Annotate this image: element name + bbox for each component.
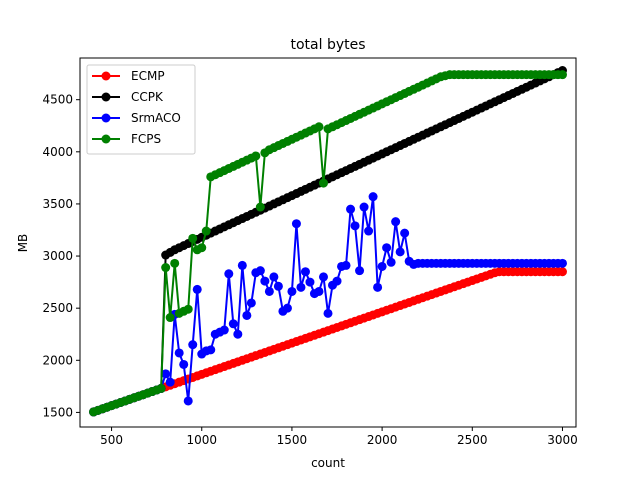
data-point-fcps xyxy=(197,243,207,253)
x-tick-label: 3000 xyxy=(547,433,578,447)
data-point-srmaco xyxy=(341,260,351,270)
chart-title: total bytes xyxy=(290,37,365,53)
data-point-fcps xyxy=(183,304,193,314)
data-point-fcps xyxy=(255,202,265,212)
y-tick-label: 1500 xyxy=(42,405,73,419)
data-point-srmaco xyxy=(179,359,189,369)
legend-marker-ccpk xyxy=(101,92,111,102)
data-point-srmaco xyxy=(174,348,184,358)
data-point-srmaco xyxy=(282,303,292,313)
y-axis: 1500 2000 2500 3000 3500 4000 4500 xyxy=(42,93,80,419)
data-point-srmaco xyxy=(377,261,387,271)
data-point-srmaco xyxy=(206,345,216,355)
data-point-srmaco xyxy=(364,226,374,236)
data-point-srmaco xyxy=(400,228,410,238)
data-point-srmaco xyxy=(368,192,378,202)
data-point-srmaco xyxy=(391,217,401,227)
data-point-fcps xyxy=(188,233,198,243)
data-point-srmaco xyxy=(291,219,301,229)
data-point-srmaco xyxy=(373,282,383,292)
x-tick-label: 1000 xyxy=(186,433,217,447)
data-point-fcps xyxy=(170,258,180,268)
data-point-fcps xyxy=(156,383,166,393)
data-point-srmaco xyxy=(382,243,392,253)
data-point-fcps xyxy=(314,122,324,132)
legend-marker-ecmp xyxy=(101,71,111,81)
data-point-srmaco xyxy=(242,310,252,320)
data-point-srmaco xyxy=(161,369,171,379)
data-point-srmaco xyxy=(314,286,324,296)
series-fcps xyxy=(89,70,567,417)
data-point-srmaco xyxy=(305,277,315,287)
data-point-srmaco xyxy=(237,260,247,270)
data-point-srmaco xyxy=(318,272,328,282)
data-point-srmaco xyxy=(323,308,333,318)
x-tick-label: 500 xyxy=(100,433,123,447)
data-point-srmaco xyxy=(300,267,310,277)
data-point-srmaco xyxy=(219,325,229,335)
data-point-srmaco xyxy=(260,276,270,286)
data-point-srmaco xyxy=(346,204,356,214)
data-point-srmaco xyxy=(355,266,365,276)
x-axis-label: count xyxy=(311,456,345,470)
data-point-srmaco xyxy=(188,340,198,350)
y-tick-label: 2500 xyxy=(42,301,73,315)
data-point-srmaco xyxy=(264,286,274,296)
data-point-srmaco xyxy=(332,276,342,286)
legend-marker-fcps xyxy=(101,134,111,144)
data-point-srmaco xyxy=(233,329,243,339)
data-point-fcps xyxy=(201,226,211,236)
data-point-srmaco xyxy=(395,247,405,257)
data-point-srmaco xyxy=(287,286,297,296)
data-point-srmaco xyxy=(386,257,396,267)
legend-entry-srmaco: SrmACO xyxy=(92,111,181,125)
data-point-srmaco xyxy=(350,221,360,231)
legend-entry-fcps: FCPS xyxy=(92,132,161,146)
data-point-fcps xyxy=(165,313,175,323)
y-axis-label: MB xyxy=(16,234,30,253)
y-tick-label: 4500 xyxy=(42,93,73,107)
x-tick-label: 1500 xyxy=(277,433,308,447)
data-point-srmaco xyxy=(359,202,369,212)
data-point-fcps xyxy=(161,263,171,273)
legend-label-srmaco: SrmACO xyxy=(131,111,181,125)
legend-label-fcps: FCPS xyxy=(131,132,161,146)
y-tick-label: 3500 xyxy=(42,197,73,211)
x-tick-label: 2500 xyxy=(457,433,488,447)
legend: ECMP CCPK SrmACO FCPS xyxy=(86,64,196,155)
legend-entry-ecmp: ECMP xyxy=(92,69,165,83)
data-point-fcps xyxy=(557,70,567,80)
y-tick-label: 3000 xyxy=(42,249,73,263)
data-point-srmaco xyxy=(269,272,279,282)
legend-label-ecmp: ECMP xyxy=(131,69,165,83)
data-point-srmaco xyxy=(224,269,234,279)
y-tick-label: 4000 xyxy=(42,145,73,159)
data-point-fcps xyxy=(251,151,261,161)
series-layer xyxy=(89,66,567,417)
axes-frame xyxy=(79,57,577,428)
legend-marker-srmaco xyxy=(101,113,111,123)
data-point-srmaco xyxy=(296,282,306,292)
data-point-ecmp xyxy=(557,267,567,277)
data-point-srmaco xyxy=(255,266,265,276)
legend-label-ccpk: CCPK xyxy=(131,90,164,104)
legend-entry-ccpk: CCPK xyxy=(92,90,164,104)
data-point-srmaco xyxy=(273,281,283,291)
data-point-srmaco xyxy=(246,298,256,308)
data-point-srmaco xyxy=(165,377,175,387)
data-point-fcps xyxy=(318,178,328,188)
x-tick-label: 2000 xyxy=(367,433,398,447)
x-axis: 500 1000 1500 2000 2500 3000 xyxy=(100,427,578,447)
data-point-srmaco xyxy=(228,319,238,329)
y-tick-label: 2000 xyxy=(42,353,73,367)
data-point-srmaco xyxy=(557,258,567,268)
data-point-srmaco xyxy=(183,396,193,406)
legend-box xyxy=(86,64,196,155)
data-point-srmaco xyxy=(192,284,202,294)
